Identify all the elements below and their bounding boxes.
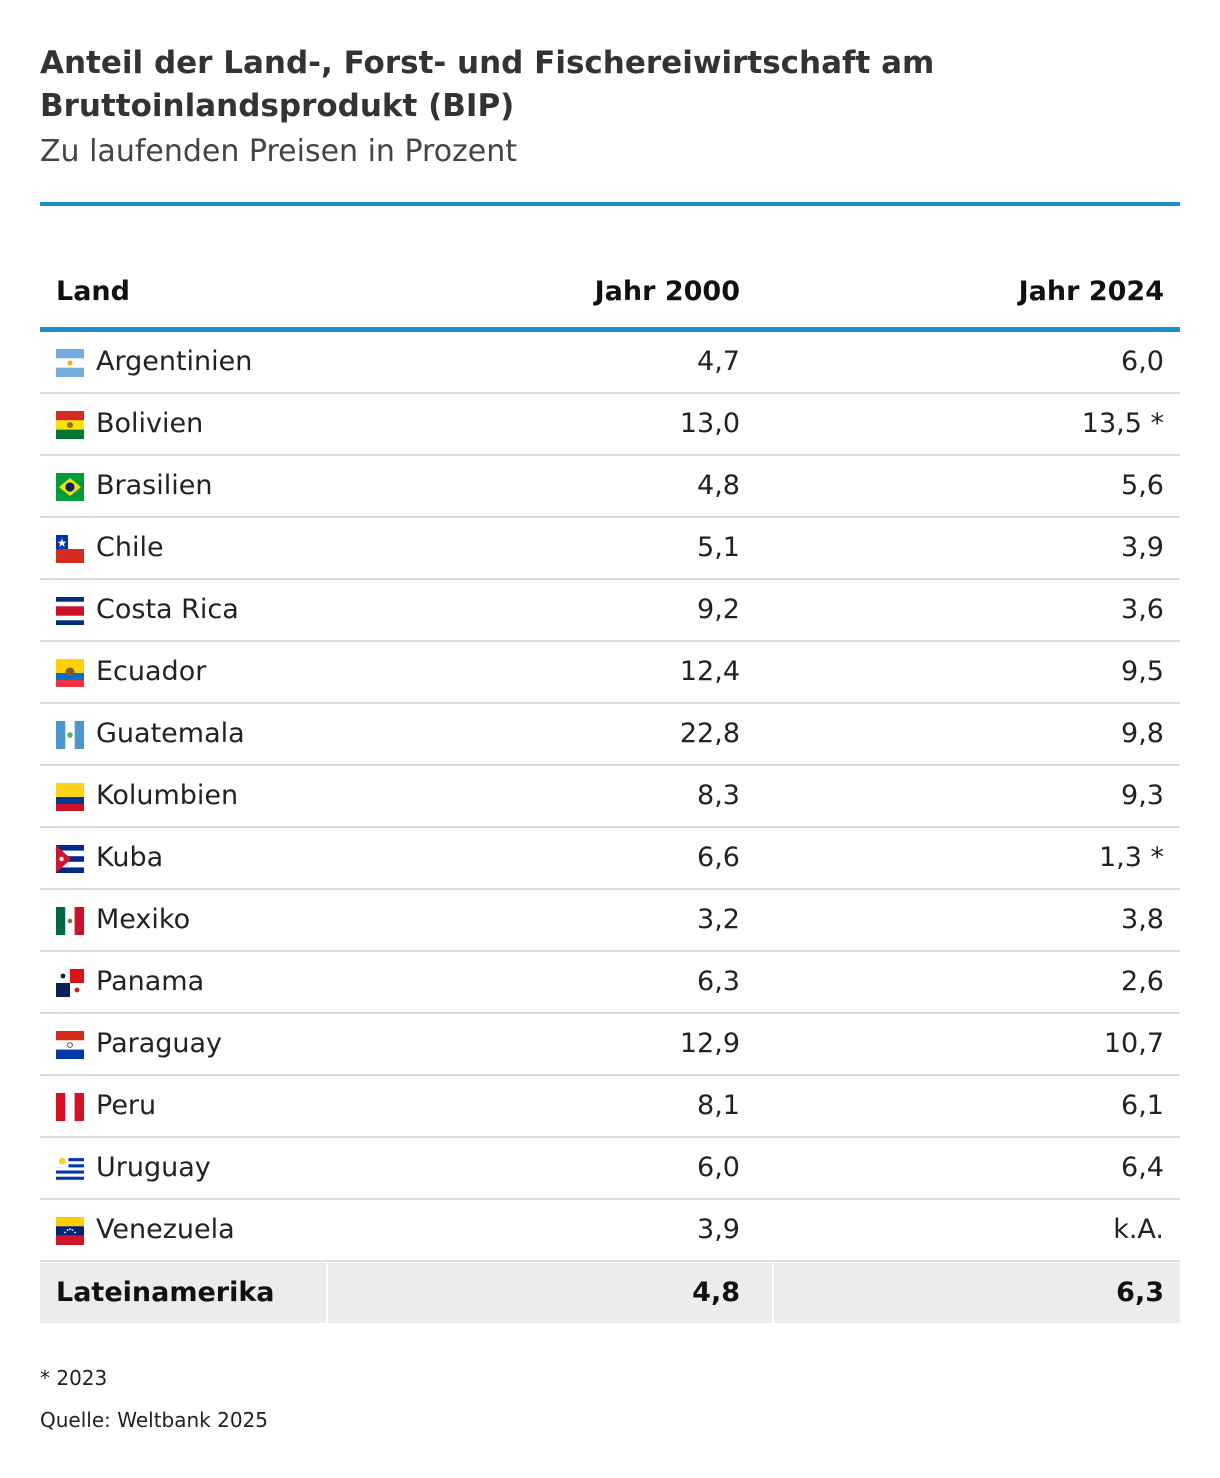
table-header: Land Jahr 2000 Jahr 2024 [40, 262, 1180, 322]
value-2024: 13,5 * [1081, 408, 1164, 439]
value-2024: 3,9 [1121, 532, 1164, 563]
flag-mexico-icon [56, 907, 84, 935]
value-2024: 9,8 [1121, 718, 1164, 749]
country-name: Panama [96, 966, 205, 997]
value-2024: 3,6 [1121, 594, 1164, 625]
value-2000: 3,9 [697, 1214, 740, 1245]
flag-bolivia-icon [56, 411, 84, 439]
country-name: Uruguay [96, 1152, 211, 1183]
flag-venezuela-icon [56, 1217, 84, 1245]
flag-costa-rica-icon [56, 597, 84, 625]
value-2000: 22,8 [679, 718, 740, 749]
value-2024: 10,7 [1103, 1028, 1164, 1059]
value-2024: 6,4 [1121, 1152, 1164, 1183]
column-header-year-2000: Jahr 2000 [594, 276, 740, 307]
country-name: Guatemala [96, 718, 245, 749]
column-header-year-2024: Jahr 2024 [1018, 276, 1164, 307]
value-2000: 5,1 [697, 532, 740, 563]
flag-peru-icon [56, 1093, 84, 1121]
country-name: Brasilien [96, 470, 213, 501]
value-2000: 4,8 [697, 470, 740, 501]
flag-brazil-icon [56, 473, 84, 501]
flag-cuba-icon [56, 845, 84, 873]
country-name: Peru [96, 1090, 157, 1121]
value-2000: 12,4 [679, 656, 740, 687]
value-2024: k.A. [1113, 1214, 1164, 1245]
country-name: Kolumbien [96, 780, 239, 811]
flag-guatemala-icon [56, 721, 84, 749]
flag-chile-icon [56, 535, 84, 563]
country-name: Costa Rica [96, 594, 239, 625]
source-note: Quelle: Weltbank 2025 [40, 1408, 269, 1432]
country-name: Argentinien [96, 346, 253, 377]
value-2024: 6,0 [1121, 346, 1164, 377]
country-name: Kuba [96, 842, 164, 873]
total-value-2000: 4,8 [692, 1277, 740, 1308]
value-2024: 5,6 [1121, 470, 1164, 501]
total-value-2024: 6,3 [1116, 1277, 1164, 1308]
total-cell-2000-bg [328, 1263, 772, 1323]
table-row: Bolivien 13,0 13,5 * [40, 394, 1180, 456]
footnote: * 2023 [40, 1366, 108, 1390]
table-row: Ecuador 12,4 9,5 [40, 642, 1180, 704]
value-2024: 6,1 [1121, 1090, 1164, 1121]
country-name: Chile [96, 532, 164, 563]
value-2000: 6,0 [697, 1152, 740, 1183]
table-row: Mexiko 3,2 3,8 [40, 890, 1180, 952]
value-2000: 13,0 [679, 408, 740, 439]
table-row: Paraguay 12,9 10,7 [40, 1014, 1180, 1076]
table-row: Panama 6,3 2,6 [40, 952, 1180, 1014]
value-2024: 9,5 [1121, 656, 1164, 687]
value-2000: 3,2 [697, 904, 740, 935]
flag-colombia-icon [56, 783, 84, 811]
value-2000: 4,7 [697, 346, 740, 377]
country-name: Venezuela [96, 1214, 235, 1245]
total-label: Lateinamerika [56, 1277, 275, 1308]
flag-ecuador-icon [56, 659, 84, 687]
table-row: Chile 5,1 3,9 [40, 518, 1180, 580]
total-row: Lateinamerika 4,8 6,3 [40, 1263, 1180, 1323]
header-divider [40, 327, 1180, 332]
value-2024: 3,8 [1121, 904, 1164, 935]
country-name: Paraguay [96, 1028, 223, 1059]
country-name: Bolivien [96, 408, 204, 439]
value-2000: 8,1 [697, 1090, 740, 1121]
table-row: Uruguay 6,0 6,4 [40, 1138, 1180, 1200]
flag-uruguay-icon [56, 1155, 84, 1183]
value-2024: 9,3 [1121, 780, 1164, 811]
value-2024: 2,6 [1121, 966, 1164, 997]
table-row: Kolumbien 8,3 9,3 [40, 766, 1180, 828]
chart-subtitle: Zu laufenden Preisen in Prozent [40, 134, 518, 169]
table-row: Argentinien 4,7 6,0 [40, 332, 1180, 394]
value-2000: 9,2 [697, 594, 740, 625]
table-row: Costa Rica 9,2 3,6 [40, 580, 1180, 642]
chart-title: Anteil der Land-, Forst- und Fischereiwi… [40, 45, 935, 124]
value-2000: 6,3 [697, 966, 740, 997]
table-row: Brasilien 4,8 5,6 [40, 456, 1180, 518]
value-2000: 8,3 [697, 780, 740, 811]
table-row: Peru 8,1 6,1 [40, 1076, 1180, 1138]
flag-panama-icon [56, 969, 84, 997]
table-row: Kuba 6,6 1,3 * [40, 828, 1180, 890]
country-name: Mexiko [96, 904, 191, 935]
total-cell-2024-bg [774, 1263, 1180, 1323]
value-2024: 1,3 * [1098, 842, 1164, 873]
value-2000: 6,6 [697, 842, 740, 873]
flag-paraguay-icon [56, 1031, 84, 1059]
table-row: Guatemala 22,8 9,8 [40, 704, 1180, 766]
country-name: Ecuador [96, 656, 207, 687]
top-divider [40, 202, 1180, 206]
table-row: Venezuela 3,9 k.A. [40, 1200, 1180, 1262]
total-cell-label-bg [40, 1263, 326, 1323]
column-header-land: Land [56, 276, 130, 307]
table-body: Argentinien 4,7 6,0 Bolivien 13,0 13,5 * Brasi… [40, 332, 1180, 1262]
value-2000: 12,9 [679, 1028, 740, 1059]
flag-argentina-icon [56, 349, 84, 377]
